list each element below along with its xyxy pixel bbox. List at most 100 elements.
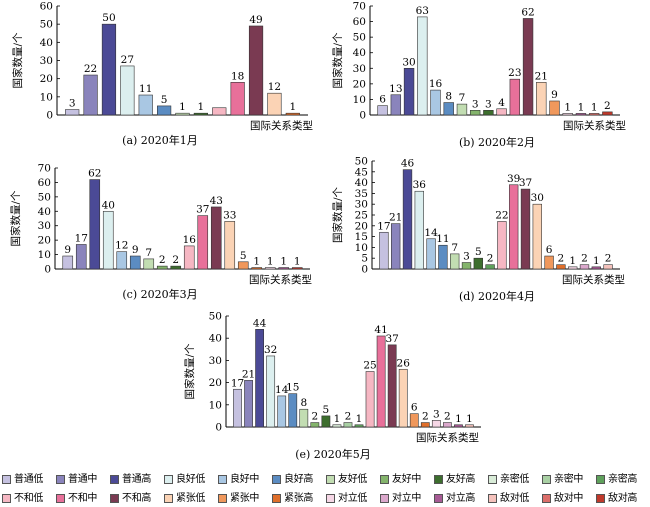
bar-value-label: 40 — [102, 199, 115, 211]
bar — [603, 264, 613, 270]
bar-value-label: 62 — [88, 168, 101, 180]
legend-label: 友好低 — [338, 474, 368, 485]
legend-swatch — [110, 494, 119, 503]
bar — [251, 267, 263, 270]
bar-value-label: 32 — [264, 344, 277, 356]
y-axis-label: 国家数量/个 — [331, 186, 344, 243]
bar — [175, 112, 190, 116]
y-tick-label: 30 — [353, 63, 366, 75]
bar — [62, 255, 74, 270]
bar-value-label: 14 — [275, 384, 289, 396]
bar — [277, 395, 287, 428]
panel-caption: (e) 2020年5月 — [295, 447, 371, 461]
bar-value-label: 6 — [546, 244, 553, 256]
bar — [89, 179, 101, 270]
y-tick-label: 50 — [355, 156, 368, 168]
legend-swatch — [272, 475, 281, 484]
bar — [197, 215, 209, 270]
y-tick-label: 40 — [353, 47, 366, 59]
bar — [509, 184, 519, 270]
bar-value-label: 3 — [485, 98, 492, 110]
bar-value-label: 5 — [323, 404, 330, 416]
x-axis-label: 国际关系类型 — [250, 119, 313, 132]
bar — [465, 424, 474, 428]
bar-value-label: 2 — [345, 411, 352, 423]
bar — [402, 169, 413, 270]
bar — [456, 103, 468, 116]
legend-label: 敌对低 — [500, 493, 530, 504]
bar — [522, 18, 534, 116]
bar — [602, 111, 613, 116]
bar — [230, 82, 245, 116]
bar — [116, 251, 128, 270]
bar — [343, 422, 353, 428]
bar-value-label: 23 — [508, 67, 521, 79]
bar — [170, 265, 182, 270]
bar-value-label: 26 — [397, 357, 411, 369]
bar-value-label: 1 — [334, 413, 341, 425]
bar — [233, 388, 242, 428]
bar — [409, 413, 419, 428]
bar — [102, 210, 114, 270]
legend-swatch — [56, 475, 65, 484]
bar — [248, 25, 264, 116]
legend-swatch — [2, 475, 11, 484]
y-tick-label: 10 — [355, 242, 368, 254]
bar — [244, 380, 253, 428]
bar — [75, 244, 87, 270]
bar-value-label: 2 — [311, 411, 318, 423]
bar-value-label: 1 — [356, 413, 363, 425]
bar — [310, 422, 320, 428]
y-tick-label: 60 — [353, 16, 366, 28]
bar — [509, 78, 521, 116]
y-tick-label: 0 — [44, 264, 51, 276]
y-tick-label: 0 — [361, 264, 368, 276]
bar — [461, 262, 472, 270]
bar-value-label: 22 — [495, 209, 508, 221]
bar-value-label: 39 — [507, 173, 520, 185]
bar-value-label: 17 — [231, 377, 244, 389]
legend-swatch — [218, 475, 227, 484]
bar-value-label: 22 — [84, 63, 97, 75]
legend-swatch — [326, 475, 335, 484]
bar-value-label: 5 — [240, 250, 247, 262]
bar-value-label: 30 — [531, 192, 544, 204]
y-axis-label: 国家数量/个 — [183, 343, 196, 400]
y-tick-label: 30 — [355, 199, 368, 211]
y-tick-label: 10 — [40, 91, 53, 103]
legend-swatch — [596, 475, 605, 484]
y-tick-label: 40 — [355, 177, 368, 189]
bar — [354, 424, 364, 428]
chart-panel: 05101520253035404550国家数量/个国际关系类型17214636… — [331, 156, 625, 304]
bar-value-label: 2 — [581, 253, 588, 265]
bar — [556, 264, 566, 270]
x-axis-label: 国际关系类型 — [416, 431, 479, 444]
bar-value-label: 8 — [300, 397, 307, 409]
bar-value-label: 30 — [402, 56, 415, 68]
bar-value-label: 33 — [223, 209, 236, 221]
bar-value-label: 17 — [377, 220, 390, 232]
bar — [442, 422, 452, 428]
bar — [532, 203, 542, 270]
y-tick-label: 70 — [353, 1, 366, 13]
y-tick-label: 20 — [353, 78, 366, 90]
bar-value-label: 7 — [459, 92, 466, 104]
panel-caption: (a) 2020年1月 — [122, 133, 198, 147]
bar — [299, 408, 309, 428]
y-tick-label: 20 — [355, 220, 368, 232]
bar — [443, 102, 454, 116]
bar-value-label: 46 — [401, 158, 415, 170]
legend-label: 良好低 — [176, 474, 206, 485]
bar-value-label: 15 — [286, 382, 299, 394]
bar — [420, 422, 430, 428]
bar — [544, 255, 554, 270]
legend-swatch — [380, 475, 389, 484]
y-tick-label: 50 — [38, 191, 51, 203]
bar — [390, 94, 402, 116]
bar-value-label: 3 — [69, 98, 76, 110]
legend-label: 敌对高 — [608, 493, 638, 504]
bar-value-label: 8 — [445, 91, 452, 103]
legend-label: 不和高 — [122, 493, 152, 504]
bar — [332, 424, 342, 428]
